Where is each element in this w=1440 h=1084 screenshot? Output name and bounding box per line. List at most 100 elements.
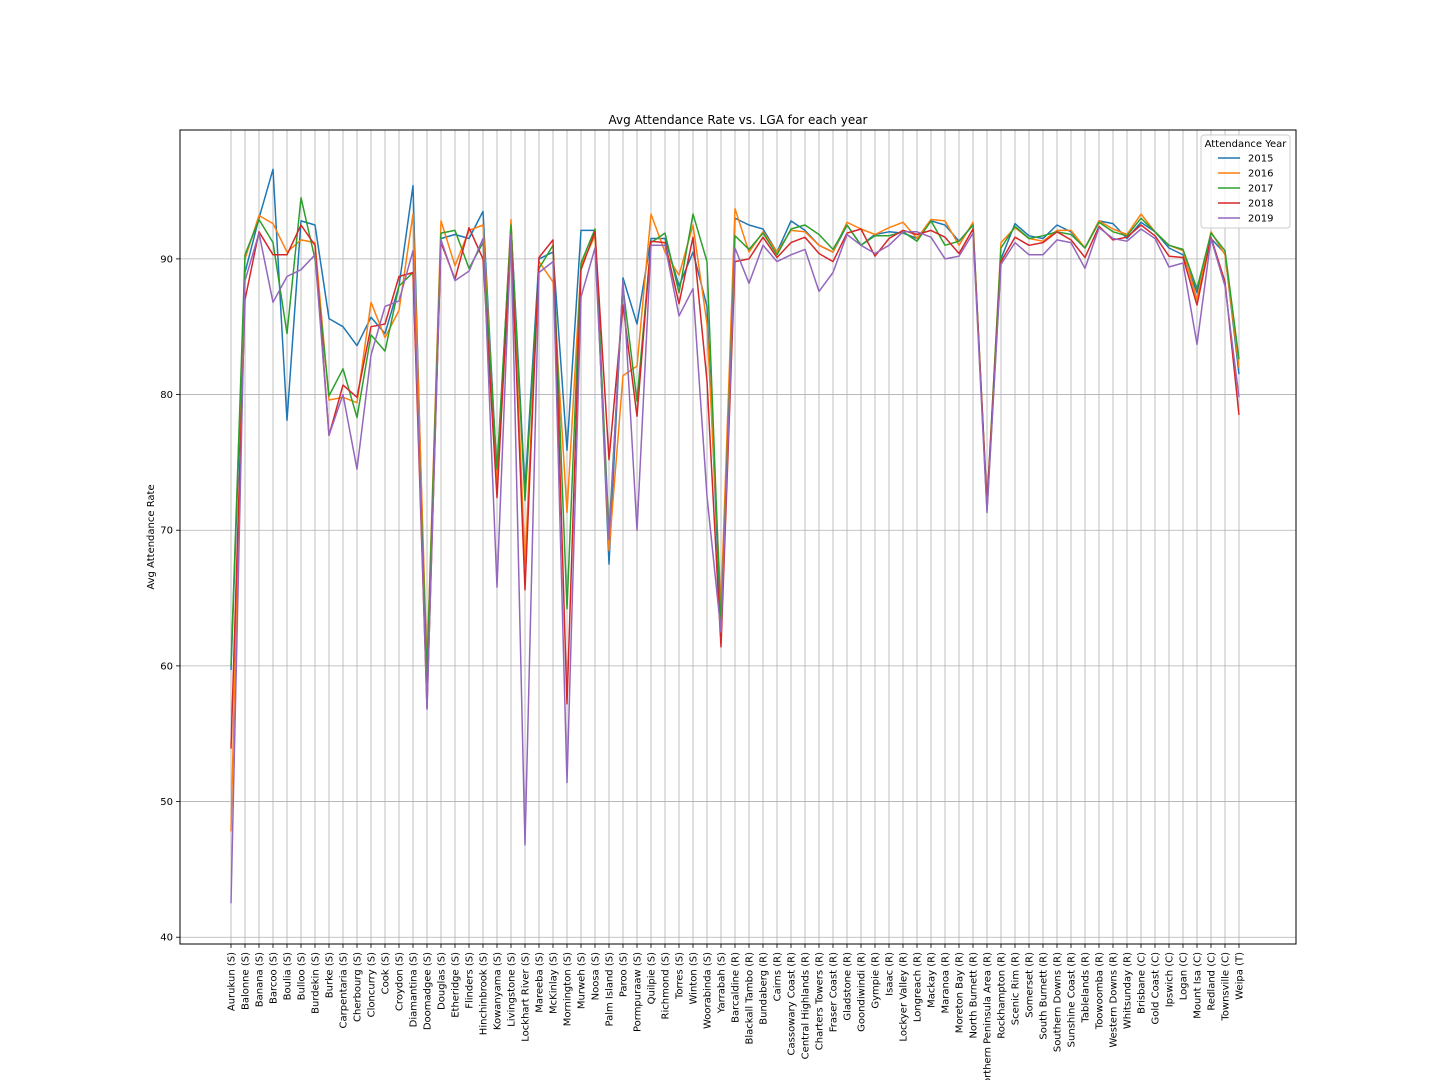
x-tick-label: Boulia (S) xyxy=(283,952,294,1000)
x-tick-label: Murweh (S) xyxy=(577,952,588,1009)
x-tick-label: Cairns (R) xyxy=(773,952,784,1001)
x-tick-label: Etheridge (S) xyxy=(451,952,462,1018)
x-tick-label: Townsville (C) xyxy=(1221,952,1232,1022)
y-tick-label: 80 xyxy=(160,390,173,401)
x-tick-label: Fraser Coast (R) xyxy=(829,952,840,1032)
x-tick-label: Ipswich (C) xyxy=(1165,952,1176,1007)
x-tick-label: Carpentaria (S) xyxy=(339,952,350,1029)
legend-entries: 2015 2016 2017 2018 2019 xyxy=(1218,154,1273,225)
x-tick-label: Gympie (R) xyxy=(871,952,882,1009)
x-tick-label: Cook (S) xyxy=(381,952,392,994)
series-line-2017 xyxy=(230,197,1240,674)
x-tick-label: Barcaldine (R) xyxy=(731,952,742,1023)
y-tick-label: 50 xyxy=(160,797,173,808)
legend-label-2018: 2018 xyxy=(1248,199,1273,210)
grid xyxy=(180,130,1296,944)
x-tick-label: Bundaberg (R) xyxy=(759,952,770,1025)
x-tick-label: Charters Towers (R) xyxy=(815,952,826,1050)
x-tick-label: Scenic Rim (R) xyxy=(1011,952,1022,1025)
x-tick-label: Mackay (R) xyxy=(927,952,938,1008)
x-tick-label: Tablelands (R) xyxy=(1081,952,1092,1024)
x-tick-label: Mareeba (S) xyxy=(535,952,546,1013)
x-tick-label: Banana (S) xyxy=(255,952,266,1007)
x-tick-label: Whitsunday (R) xyxy=(1123,952,1134,1029)
x-tick-label: Hinchinbrook (S) xyxy=(479,952,490,1035)
series-line-2016 xyxy=(230,207,1240,832)
x-tick-label: Bulloo (S) xyxy=(297,952,308,1000)
x-tick-label: Western Downs (R) xyxy=(1109,952,1120,1048)
x-tick-label: Moreton Bay (R) xyxy=(955,952,966,1033)
series-lines xyxy=(230,168,1240,904)
x-tick-label: Palm Island (S) xyxy=(605,952,616,1027)
x-tick-label: Somerset (R) xyxy=(1025,952,1036,1018)
legend: Attendance Year 2015 2016 2017 2018 2019 xyxy=(1200,134,1291,229)
y-tick-label: 40 xyxy=(160,933,173,944)
x-tick-label: Gladstone (R) xyxy=(843,952,854,1021)
y-tick-label: 90 xyxy=(160,254,173,265)
x-tick-label: McKinlay (S) xyxy=(549,952,560,1014)
plot-frame xyxy=(179,129,1297,945)
x-tick-label: Sunshine Coast (R) xyxy=(1067,952,1078,1047)
x-tick-label: Doomadgee (S) xyxy=(423,952,434,1030)
x-tick-label: Diamantina (S) xyxy=(409,952,420,1027)
legend-label-2019: 2019 xyxy=(1248,214,1273,225)
x-tick-label: Richmond (S) xyxy=(661,952,672,1020)
x-tick-label: Lockhart River (S) xyxy=(521,952,532,1042)
series-line-2019 xyxy=(230,226,1240,904)
x-tick-label: Woorabinda (S) xyxy=(703,952,714,1029)
x-tick-label: Goondiwindi (R) xyxy=(857,952,868,1032)
x-tick-label: Winton (S) xyxy=(689,952,700,1005)
x-tick-label: Paroo (S) xyxy=(619,952,630,997)
x-tick-label: Cassowary Coast (R) xyxy=(787,952,798,1056)
y-axis: 40 50 60 70 80 90 xyxy=(160,254,180,944)
x-tick-label: Burke (S) xyxy=(325,952,336,998)
x-tick-label: Cherbourg (S) xyxy=(353,952,364,1022)
x-tick-label: Croydon (S) xyxy=(395,952,406,1011)
chart-title: Avg Attendance Rate vs. LGA for each yea… xyxy=(609,113,868,127)
x-tick-label: Livingstone (S) xyxy=(507,952,518,1027)
y-tick-label: 60 xyxy=(160,661,173,672)
x-tick-label: Noosa (S) xyxy=(591,952,602,1000)
x-tick-label: Barcoo (S) xyxy=(269,952,280,1004)
x-tick-label: Mornington (S) xyxy=(563,952,574,1026)
x-tick-label: Pormpuraaw (S) xyxy=(633,952,644,1032)
x-tick-label: Northern Peninsula Area (R) xyxy=(983,952,994,1080)
x-tick-label: Flinders (S) xyxy=(465,952,476,1009)
x-tick-label: North Burnett (R) xyxy=(969,952,980,1039)
x-tick-label: Cloncurry (S) xyxy=(367,952,378,1017)
x-tick-label: Logan (C) xyxy=(1179,952,1190,1000)
x-tick-label: Balonne (S) xyxy=(241,952,252,1010)
x-tick-label: Isaac (R) xyxy=(885,952,896,996)
x-tick-label: Longreach (R) xyxy=(913,952,924,1022)
x-tick-label: Redland (C) xyxy=(1207,952,1218,1011)
x-tick-label: Blackall Tambo (R) xyxy=(745,952,756,1045)
x-tick-label: Torres (S) xyxy=(675,952,686,1000)
legend-label-2017: 2017 xyxy=(1248,184,1273,195)
x-tick-label: Southern Downs (R) xyxy=(1053,952,1064,1052)
x-tick-label: Lockyer Valley (R) xyxy=(899,952,910,1042)
legend-label-2016: 2016 xyxy=(1248,169,1273,180)
x-tick-label: Brisbane (C) xyxy=(1137,952,1148,1014)
x-tick-label: Yarrabah (S) xyxy=(717,952,728,1014)
x-axis: Aurukun (S) Balonne (S) Banana (S) Barcoo (… xyxy=(227,944,1246,1084)
x-tick-label: Aurukun (S) xyxy=(227,952,238,1011)
x-tick-label: Burdekin (S) xyxy=(311,952,322,1014)
y-axis-label: Avg Attendance Rate xyxy=(146,484,157,589)
x-tick-label: Rockhampton (R) xyxy=(997,952,1008,1039)
x-tick-label: Mount Isa (C) xyxy=(1193,952,1204,1019)
legend-title: Attendance Year xyxy=(1205,139,1288,150)
x-tick-label: South Burnett (R) xyxy=(1039,952,1050,1040)
x-tick-label: Toowoomba (R) xyxy=(1095,952,1106,1030)
x-tick-label: Central Highlands (R) xyxy=(801,952,812,1059)
y-tick-label: 70 xyxy=(160,526,173,537)
x-tick-label: Maranoa (R) xyxy=(941,952,952,1014)
x-tick-label: Kowanyama (S) xyxy=(493,952,504,1030)
legend-label-2015: 2015 xyxy=(1248,154,1273,165)
x-tick-label: Quilpie (S) xyxy=(647,952,658,1004)
x-tick-label: Gold Coast (C) xyxy=(1151,952,1162,1025)
x-tick-label: Weipa (T) xyxy=(1235,952,1246,1000)
x-tick-label: Douglas (S) xyxy=(437,952,448,1010)
